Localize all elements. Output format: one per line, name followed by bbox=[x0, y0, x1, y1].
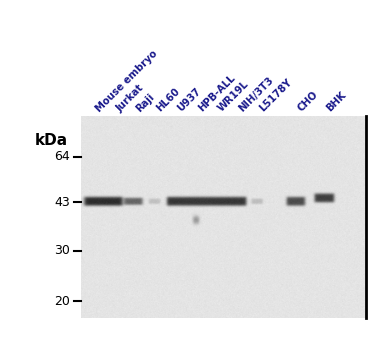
Text: Mouse embryo: Mouse embryo bbox=[94, 48, 160, 114]
Text: NIH/3T3: NIH/3T3 bbox=[237, 75, 276, 114]
Text: L5178Y: L5178Y bbox=[257, 77, 294, 114]
Text: 20: 20 bbox=[54, 295, 70, 308]
Text: 64: 64 bbox=[54, 150, 70, 163]
Text: kDa: kDa bbox=[34, 133, 68, 148]
Text: U937: U937 bbox=[175, 86, 203, 114]
Text: Jurkat: Jurkat bbox=[114, 82, 146, 114]
Text: WR19L: WR19L bbox=[216, 79, 251, 114]
Text: 43: 43 bbox=[54, 196, 70, 209]
Text: HPB-ALL: HPB-ALL bbox=[197, 73, 237, 114]
Text: CHO: CHO bbox=[296, 89, 320, 114]
Text: 30: 30 bbox=[54, 244, 70, 257]
Text: Raji: Raji bbox=[134, 91, 156, 114]
Text: BHK: BHK bbox=[324, 90, 348, 114]
Text: HL60: HL60 bbox=[155, 86, 182, 114]
